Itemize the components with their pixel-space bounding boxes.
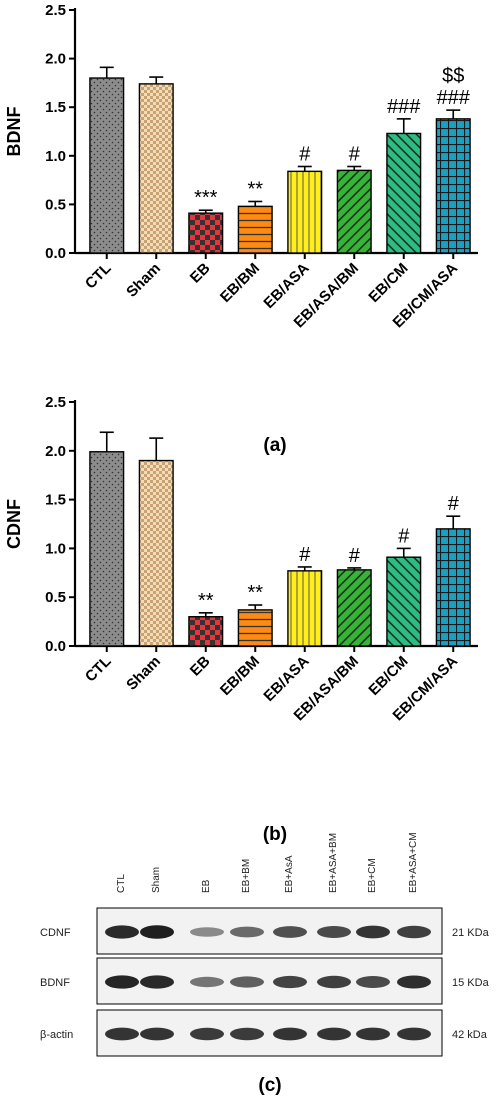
y-tick-label: 1.0 [45,148,66,165]
blot-size-label: 21 KDa [452,927,490,939]
y-axis-label: CDNF [4,499,24,549]
blot-band [230,976,264,988]
x-category-label: EB/CM [365,260,411,306]
cdnf-bar-chart: 0.0 0.5 1.0 1.5 2.0 2.5 CDNF CTL Sham ** EB ** EB/BM… [4,394,478,845]
bar-eb-cm-asa [435,528,471,647]
blot-lane-label: EB+BM [241,859,252,893]
bar-sham [138,83,174,254]
x-category-label: CTL [82,260,115,293]
blot-band [105,925,139,939]
blot-lane-label: Sham [151,867,162,893]
bar-eb-bm [237,609,273,647]
bdnf-bar-chart: 0.0 0.5 1.0 1.5 2.0 2.5 BDNF CTL Sham *** EB ** EB/B… [4,2,478,456]
blot-band [317,926,351,938]
blot-band [397,925,431,939]
significance-marker: # [299,544,311,566]
bar-eb [188,212,224,254]
blot-band [356,976,390,988]
significance-marker: # [448,493,460,515]
blot-band [190,1027,224,1041]
y-tick-label: 0.0 [45,638,66,655]
panel-label-a: (a) [263,435,286,456]
blot-band [105,1027,139,1041]
significance-marker: ** [247,178,263,200]
bar-eb-cm-asa [435,118,471,254]
bar-eb-asa [287,170,323,254]
y-tick-label: 2.5 [45,394,66,411]
blot-band [356,925,390,939]
significance-marker: # [349,545,361,567]
significance-marker: ** [198,590,214,612]
blot-lane-label: CTL [116,874,127,893]
blot-band [273,975,307,989]
significance-marker: ### [387,96,421,118]
blot-band [140,975,174,989]
bar-eb-bm [237,205,273,254]
blot-band [190,927,224,937]
y-tick-label: 0.5 [45,589,66,606]
y-tick-label: 2.0 [45,443,66,460]
significance-marker: # [398,525,410,547]
blot-band [317,1027,351,1041]
blot-size-label: 42 kDa [452,1029,488,1041]
y-tick-label: 0.0 [45,245,66,262]
bar-eb-asa-bm [336,169,372,254]
bar-eb-cm [386,132,422,254]
x-category-label: EB/CM [365,653,411,699]
blot-row-label: CDNF [40,927,71,939]
panel-label-c: (c) [258,1075,281,1096]
significance-marker: $$ [442,65,464,87]
blot-band [105,975,139,989]
y-axis-label: BDNF [4,107,24,157]
blot-row-label: β-actin [40,1029,73,1041]
blot-band [356,1027,390,1041]
y-tick-label: 1.5 [45,99,66,116]
y-tick-label: 2.0 [45,51,66,68]
blot-band [317,975,351,989]
x-category-label: Sham [123,653,164,694]
x-category-label: EB/BM [217,653,263,699]
blot-lane-label: EB+ASA+CM [408,832,419,893]
blot-lane-label: EB+CM [367,858,378,893]
significance-marker: ** [247,582,263,604]
y-tick-label: 2.5 [45,2,66,19]
blot-band [273,1027,307,1041]
blot-row-label: BDNF [40,977,70,989]
x-category-label: EB [187,260,214,287]
significance-marker: ### [437,87,471,109]
blot-band [397,975,431,989]
bar-eb-asa-bm [336,569,372,647]
blot-band [273,926,307,938]
bar-eb-cm [386,556,422,647]
blot-lane-label: EB+ASA+BM [328,833,339,893]
x-category-label: EB/BM [217,260,263,306]
significance-marker: # [299,143,311,165]
x-category-label: CTL [82,653,115,686]
bar-ctl [89,77,125,254]
blot-size-label: 15 KDa [452,977,490,989]
panel-label-b: (b) [263,824,287,845]
y-tick-label: 1.0 [45,540,66,557]
blot-lane-label: EB+AsA [284,855,295,893]
western-blot: CTL Sham EB EB+BM EB+AsA EB+ASA+BM EB+CM EB+ASA… [40,832,490,1096]
bar-eb-asa [287,570,323,647]
blot-band [230,926,264,938]
bar-sham [138,459,174,647]
bar-eb [188,616,224,647]
blot-lane-label: EB [201,879,212,893]
y-tick-label: 1.5 [45,492,66,509]
bar-ctl [89,451,125,647]
blot-band [140,1027,174,1041]
blot-band [230,1027,264,1041]
y-tick-label: 0.5 [45,196,66,213]
x-category-label: Sham [123,260,164,301]
x-category-label: EB [187,653,214,680]
significance-marker: # [349,143,361,165]
significance-marker: *** [194,187,218,209]
blot-band [140,925,174,939]
blot-band [190,976,224,988]
blot-band [397,1027,431,1041]
